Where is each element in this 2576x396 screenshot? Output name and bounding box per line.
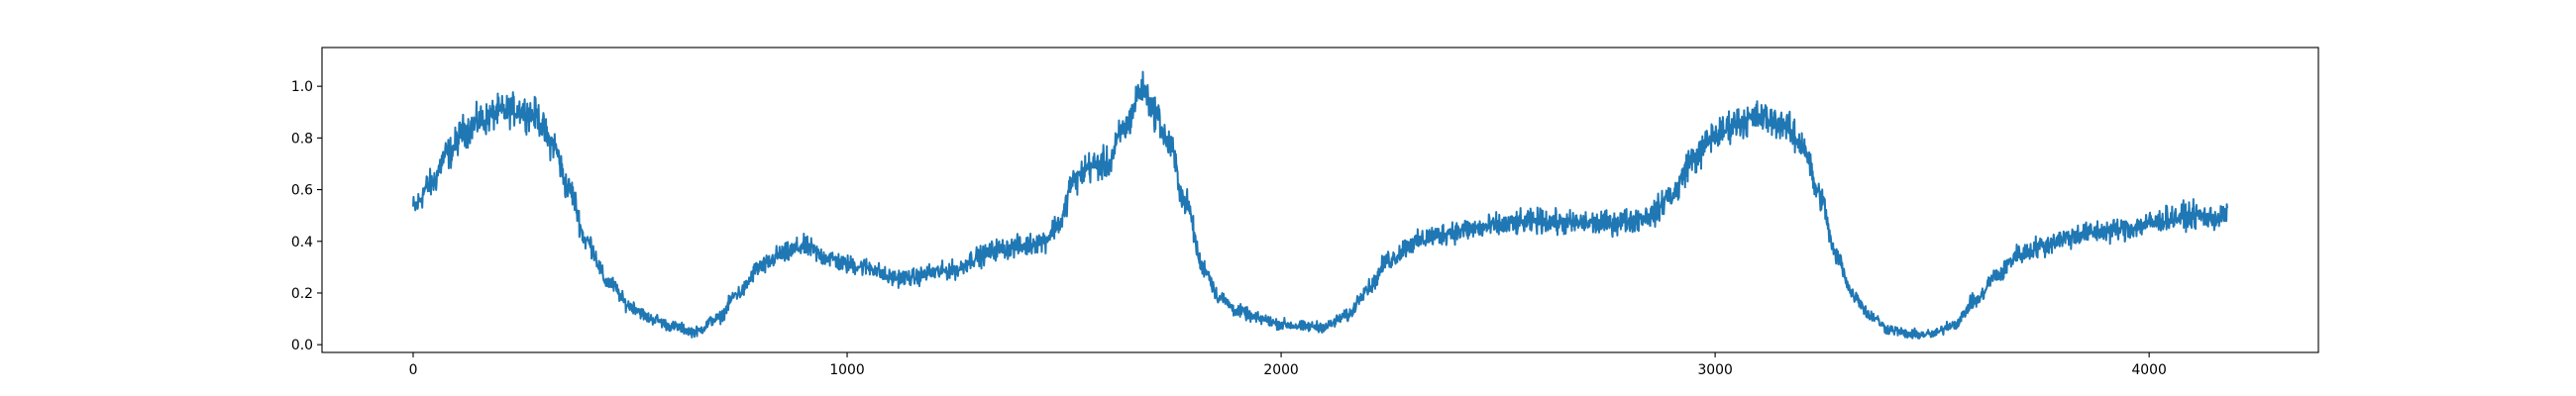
y-tick-label: 0.0 xyxy=(291,338,313,353)
series-line xyxy=(411,70,2229,340)
x-tick-label: 4000 xyxy=(2131,362,2166,378)
x-tick-label: 0 xyxy=(409,362,418,378)
plot-area xyxy=(411,70,2229,340)
y-tick-label: 0.8 xyxy=(291,131,313,147)
x-tick-label: 3000 xyxy=(1697,362,1732,378)
y-tick-label: 0.2 xyxy=(291,286,313,302)
x-tick-label: 2000 xyxy=(1263,362,1298,378)
x-tick-label: 1000 xyxy=(829,362,864,378)
y-tick-label: 0.4 xyxy=(291,235,313,250)
y-tick-label: 0.6 xyxy=(291,183,313,199)
y-tick-label: 1.0 xyxy=(291,79,313,95)
x-axis: 0 1000 2000 3000 4000 xyxy=(409,352,2167,378)
y-axis: 0.0 0.2 0.4 0.6 0.8 1.0 xyxy=(291,79,322,353)
plot-frame xyxy=(321,47,2319,353)
